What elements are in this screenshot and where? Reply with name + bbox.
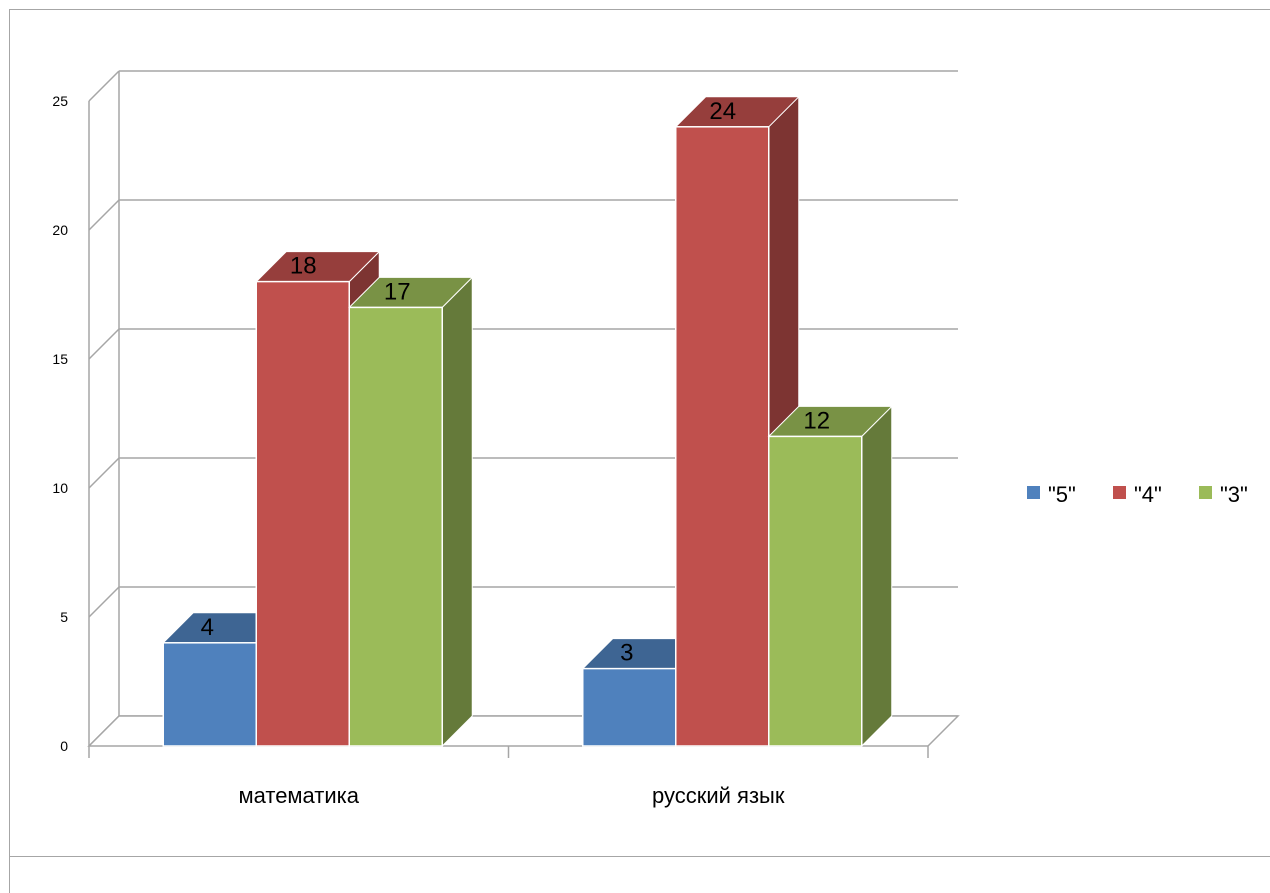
wall-connector (88, 586, 120, 618)
wall-connector (88, 70, 120, 102)
bar-side (861, 405, 893, 748)
legend-entry: "5" (1027, 482, 1076, 507)
legend: "5" "4" "3" (1027, 482, 1248, 507)
chart-frame-divider (9, 856, 1270, 857)
bar-front (675, 126, 770, 747)
y-tick-label: 5 (60, 609, 68, 625)
chart-frame (9, 9, 1270, 893)
legend-label: "3" (1220, 482, 1248, 507)
bar-front (255, 280, 350, 747)
bar-front (582, 667, 677, 747)
wall-connector (88, 199, 120, 231)
data-label: 12 (803, 407, 830, 434)
legend-label: "4" (1134, 482, 1162, 507)
legend-swatch (1113, 486, 1126, 499)
y-tick-label: 10 (52, 480, 68, 496)
wall-connector (88, 457, 120, 489)
bar (767, 405, 893, 748)
x-category-label: русский язык (652, 783, 785, 808)
bar-front (162, 642, 257, 747)
data-label: 17 (384, 278, 411, 305)
bar (348, 276, 474, 748)
y-tick-label: 25 (52, 93, 68, 109)
data-label: 4 (201, 614, 214, 641)
bar-front (768, 435, 863, 747)
legend-label: "5" (1048, 482, 1076, 507)
y-tick-label: 20 (52, 222, 68, 238)
bar-side (441, 276, 473, 748)
data-label: 24 (709, 98, 736, 125)
bars (162, 95, 893, 748)
legend-entry: "3" (1199, 482, 1248, 507)
data-label: 3 (620, 640, 633, 667)
bar-front (348, 306, 443, 747)
wall-connector (88, 328, 120, 360)
y-tick-label: 0 (60, 738, 68, 754)
x-category-label: математика (238, 783, 359, 808)
legend-swatch (1027, 486, 1040, 499)
y-tick-label: 15 (52, 351, 68, 367)
data-labels: 4 18 17 3 24 12 (201, 98, 831, 667)
legend-entry: "4" (1113, 482, 1162, 507)
legend-swatch (1199, 486, 1212, 499)
data-label: 18 (290, 253, 317, 280)
